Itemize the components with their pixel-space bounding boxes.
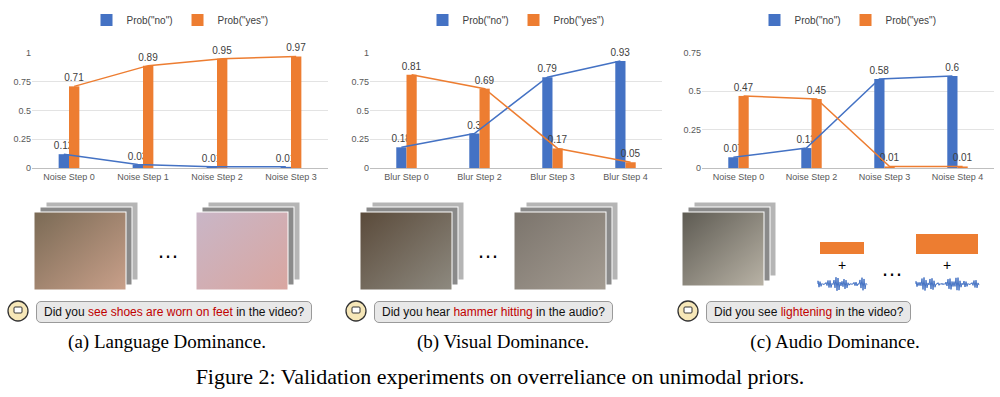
svg-text:Blur Step 4: Blur Step 4	[603, 172, 648, 182]
svg-text:0.01: 0.01	[953, 152, 973, 163]
svg-text:0.01: 0.01	[880, 152, 900, 163]
svg-text:0.03: 0.03	[128, 151, 148, 162]
svg-text:Blur Step 2: Blur Step 2	[457, 172, 502, 182]
html-text:(b) Visual Dominance.: (b) Visual Dominance.	[416, 331, 589, 352]
svg-text:0.25: 0.25	[683, 125, 701, 135]
html-text:Figure 2: Validation experimen: Figure 2: Validation experiments on over…	[195, 364, 805, 389]
svg-text:0.47: 0.47	[734, 82, 754, 93]
svg-text:0.6: 0.6	[945, 62, 959, 73]
svg-text:0.71: 0.71	[64, 72, 84, 83]
svg-text:0.05: 0.05	[621, 148, 641, 159]
svg-text:Noise Step 0: Noise Step 0	[713, 172, 765, 182]
svg-text:Noise Step 3: Noise Step 3	[265, 172, 317, 182]
svg-text:0.89: 0.89	[138, 52, 158, 63]
svg-text:0.93: 0.93	[610, 47, 630, 58]
svg-text:Noise Step 2: Noise Step 2	[191, 172, 243, 182]
svg-text:Blur Step 3: Blur Step 3	[530, 172, 575, 182]
svg-text:0.01: 0.01	[276, 153, 296, 164]
svg-text:Prob("yes"): Prob("yes")	[554, 15, 604, 26]
svg-text:0.75: 0.75	[683, 48, 701, 58]
svg-text:0.01: 0.01	[202, 153, 222, 164]
svg-text:0.12: 0.12	[54, 140, 74, 151]
svg-text:Noise Step 0: Noise Step 0	[43, 172, 95, 182]
svg-text:0.95: 0.95	[212, 45, 232, 56]
svg-text:Prob("yes"): Prob("yes")	[886, 15, 936, 26]
svg-text:0.25: 0.25	[13, 134, 31, 144]
svg-text:Noise Step 2: Noise Step 2	[786, 172, 838, 182]
svg-text:…: …	[477, 238, 499, 263]
svg-text:1: 1	[364, 48, 369, 58]
svg-text:0.58: 0.58	[869, 65, 889, 76]
svg-text:0.97: 0.97	[286, 42, 306, 53]
html-text:Did you hear hammer hitting in: Did you hear hammer hitting in the audio…	[382, 305, 605, 319]
svg-text:1: 1	[26, 48, 31, 58]
svg-text:Prob("no"): Prob("no")	[463, 15, 509, 26]
svg-text:0: 0	[696, 163, 701, 173]
svg-text:0: 0	[364, 163, 369, 173]
svg-text:Prob("no"): Prob("no")	[795, 15, 841, 26]
svg-text:0.45: 0.45	[807, 85, 827, 96]
svg-text:0.18: 0.18	[391, 133, 411, 144]
html-text:(c) Audio Dominance.: (c) Audio Dominance.	[750, 331, 920, 352]
svg-text:+: +	[838, 257, 846, 273]
html-text:Did you see lightening in the: Did you see lightening in the video?	[714, 305, 904, 319]
svg-text:0.3: 0.3	[467, 120, 481, 131]
svg-text:0.07: 0.07	[723, 143, 743, 154]
svg-text:Noise Step 1: Noise Step 1	[117, 172, 169, 182]
svg-text:Noise Step 4: Noise Step 4	[932, 172, 984, 182]
svg-text:0.69: 0.69	[475, 75, 495, 86]
html-text:(a) Language Dominance.: (a) Language Dominance.	[68, 331, 266, 352]
svg-text:0: 0	[26, 163, 31, 173]
svg-text:Prob("no"): Prob("no")	[127, 15, 173, 26]
svg-text:0.17: 0.17	[548, 134, 568, 145]
svg-text:…: …	[157, 238, 179, 263]
svg-text:0.79: 0.79	[537, 63, 557, 74]
svg-text:0.81: 0.81	[402, 61, 422, 72]
svg-text:0.75: 0.75	[13, 77, 31, 87]
svg-text:+: +	[943, 257, 951, 273]
svg-text:…: …	[881, 256, 903, 281]
svg-text:Noise Step 3: Noise Step 3	[859, 172, 911, 182]
html-text:Did you see shoes are worn on: Did you see shoes are worn on feet in th…	[44, 305, 305, 319]
svg-text:0.25: 0.25	[351, 134, 369, 144]
svg-text:0.5: 0.5	[18, 106, 31, 116]
svg-text:0.13: 0.13	[796, 134, 816, 145]
svg-text:Blur Step 0: Blur Step 0	[384, 172, 429, 182]
svg-text:0.5: 0.5	[688, 86, 701, 96]
svg-text:0.5: 0.5	[356, 106, 369, 116]
svg-text:0.75: 0.75	[351, 77, 369, 87]
svg-text:Prob("yes"): Prob("yes")	[218, 15, 268, 26]
